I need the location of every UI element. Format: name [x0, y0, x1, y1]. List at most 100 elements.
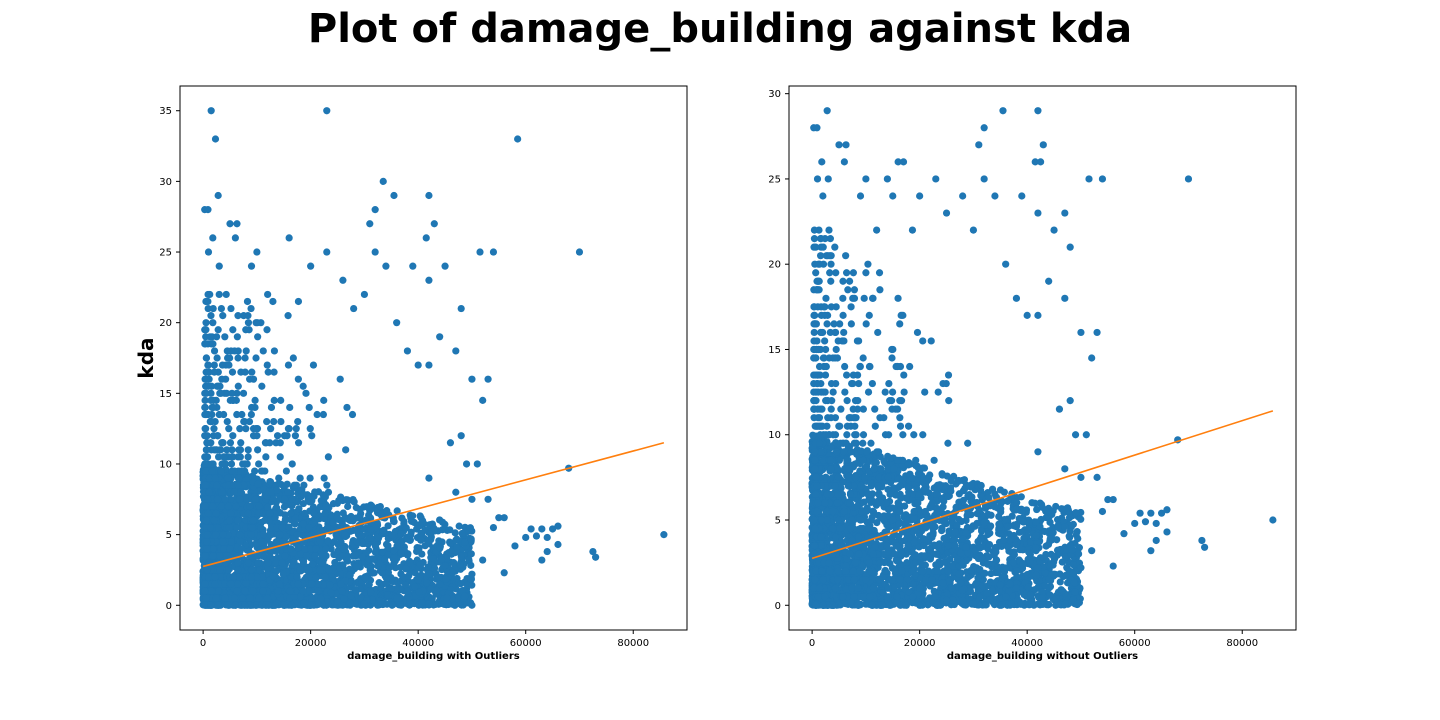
data-point — [416, 521, 424, 529]
data-point — [543, 547, 551, 556]
data-point — [205, 474, 214, 482]
data-point — [315, 600, 323, 608]
data-point — [992, 548, 1000, 556]
data-point — [213, 354, 221, 362]
data-point — [305, 587, 314, 595]
data-point — [257, 523, 265, 532]
data-point — [234, 354, 242, 362]
data-point — [286, 403, 294, 412]
data-point — [209, 234, 217, 242]
data-point — [660, 531, 668, 539]
data-point — [500, 514, 508, 522]
data-point — [367, 588, 375, 596]
data-point — [223, 417, 231, 426]
data-point — [436, 333, 444, 341]
data-point — [208, 467, 217, 475]
data-point — [202, 354, 211, 362]
data-point — [274, 587, 282, 595]
data-point — [225, 523, 233, 532]
data-point — [952, 503, 960, 511]
data-point — [267, 403, 276, 412]
data-point — [371, 206, 379, 214]
data-point — [236, 425, 244, 433]
data-point — [247, 531, 255, 539]
data-point — [913, 485, 921, 493]
data-point — [338, 552, 347, 560]
data-point — [251, 495, 260, 503]
data-point — [458, 587, 466, 595]
data-point — [285, 523, 293, 531]
data-point — [204, 509, 212, 518]
data-point — [321, 573, 330, 581]
data-point — [263, 361, 271, 369]
data-point — [224, 474, 232, 482]
data-point — [255, 460, 263, 468]
data-point — [242, 347, 250, 355]
data-point — [450, 559, 458, 567]
data-point — [338, 601, 346, 609]
data-point — [264, 368, 272, 376]
data-point — [293, 531, 301, 539]
data-point — [226, 495, 235, 503]
data-point — [290, 593, 298, 601]
data-point — [209, 340, 217, 348]
data-point — [425, 474, 433, 482]
data-point — [237, 545, 246, 553]
data-point — [340, 545, 349, 553]
data-point — [264, 559, 272, 567]
data-point — [461, 592, 469, 600]
data-point — [458, 529, 466, 538]
data-point — [227, 580, 235, 588]
data-point — [320, 474, 328, 482]
data-point — [371, 248, 379, 256]
data-point — [425, 600, 433, 608]
data-point — [220, 410, 228, 419]
data-point — [253, 573, 261, 581]
data-point — [264, 290, 272, 299]
x-tick-label: 60000 — [510, 638, 542, 649]
data-point — [403, 535, 411, 543]
data-point — [296, 593, 305, 601]
data-point — [287, 545, 295, 553]
data-point — [350, 526, 358, 534]
data-point — [213, 495, 222, 503]
data-point — [436, 580, 444, 588]
data-point — [262, 453, 270, 461]
data-point — [209, 319, 217, 327]
data-point — [414, 361, 422, 369]
data-point — [1049, 523, 1057, 532]
data-point — [203, 566, 211, 574]
data-point — [476, 248, 484, 256]
data-point — [287, 509, 295, 518]
data-point — [257, 538, 265, 546]
data-point — [217, 446, 225, 454]
data-point — [235, 446, 243, 454]
data-point — [211, 135, 220, 143]
data-point — [217, 304, 225, 313]
data-point — [291, 520, 299, 528]
data-point — [371, 548, 379, 556]
data-point — [455, 522, 463, 530]
data-point — [204, 304, 212, 313]
data-point — [209, 304, 217, 313]
data-point — [479, 396, 487, 404]
data-point — [244, 319, 253, 327]
data-point — [306, 425, 314, 433]
data-point — [264, 503, 272, 511]
data-point — [203, 432, 211, 440]
data-point — [360, 600, 369, 608]
data-point — [514, 135, 522, 143]
data-point — [254, 559, 262, 567]
data-point — [307, 601, 315, 609]
data-point — [313, 410, 321, 419]
data-point — [451, 529, 459, 537]
data-point — [321, 509, 329, 518]
data-point — [209, 552, 217, 560]
data-point — [252, 319, 260, 327]
data-point — [411, 583, 419, 591]
data-layer — [199, 107, 668, 609]
data-point — [322, 545, 330, 553]
data-point — [234, 312, 242, 320]
data-point — [226, 439, 235, 447]
data-point — [233, 389, 241, 397]
